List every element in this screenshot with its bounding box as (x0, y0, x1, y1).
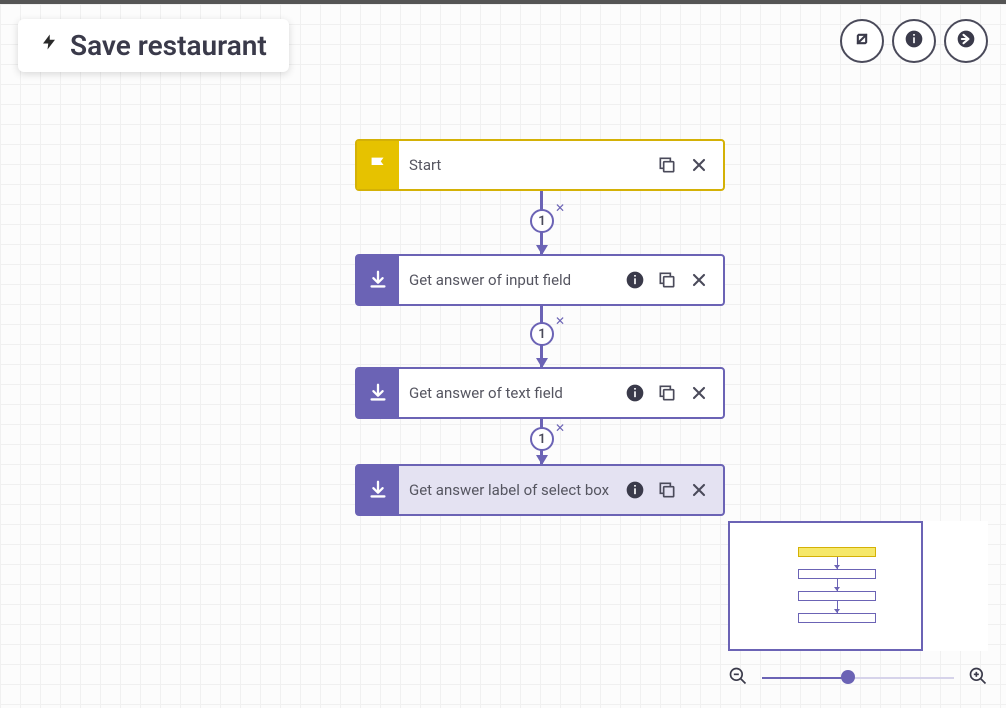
edge-3[interactable]: 1 ✕ (540, 419, 543, 464)
next-button[interactable] (944, 19, 988, 63)
node-label: Get answer label of select box (399, 466, 625, 514)
node-label: Start (399, 141, 657, 189)
minimap-node (798, 569, 876, 579)
minimap-viewport[interactable] (728, 521, 923, 651)
node-delete-button[interactable] (689, 383, 709, 403)
edge-badge[interactable]: 1 (530, 427, 554, 451)
edge-badge[interactable]: 1 (530, 209, 554, 233)
node-duplicate-button[interactable] (657, 383, 677, 403)
edge-delete-button[interactable]: ✕ (555, 314, 565, 328)
node-info-button[interactable] (625, 270, 645, 290)
workflow-canvas[interactable]: Save restaurant 1 ✕ 1 ✕ (0, 4, 1006, 708)
minimap[interactable] (728, 521, 988, 651)
zoom-in-button[interactable] (968, 666, 988, 690)
download-icon (357, 369, 399, 417)
minimap-node (798, 591, 876, 601)
edge-delete-button[interactable]: ✕ (555, 201, 565, 215)
info-icon (904, 29, 924, 53)
edge-1[interactable]: 1 ✕ (540, 191, 543, 254)
minimap-node (798, 547, 876, 557)
edge-badge[interactable]: 1 (530, 322, 554, 346)
node-label: Get answer of input field (399, 256, 625, 304)
edge-2[interactable]: 1 ✕ (540, 306, 543, 367)
slider-thumb[interactable] (841, 670, 855, 684)
node-get-input-field[interactable]: Get answer of input field (355, 254, 725, 306)
top-actions (840, 19, 988, 63)
download-icon (357, 466, 399, 514)
workflow-title: Save restaurant (70, 29, 267, 62)
node-delete-button[interactable] (689, 155, 709, 175)
flag-icon (357, 141, 399, 189)
node-get-text-field[interactable]: Get answer of text field (355, 367, 725, 419)
node-start[interactable]: Start (355, 139, 725, 191)
edge-delete-button[interactable]: ✕ (555, 421, 565, 435)
node-delete-button[interactable] (689, 270, 709, 290)
lightning-icon (40, 29, 58, 62)
node-get-select-label[interactable]: Get answer label of select box (355, 464, 725, 516)
expand-icon (852, 29, 872, 53)
node-delete-button[interactable] (689, 480, 709, 500)
node-duplicate-button[interactable] (657, 155, 677, 175)
arrow-right-icon (956, 29, 976, 53)
node-info-button[interactable] (625, 480, 645, 500)
zoom-controls (728, 666, 988, 690)
node-label: Get answer of text field (399, 369, 625, 417)
node-duplicate-button[interactable] (657, 270, 677, 290)
download-icon (357, 256, 399, 304)
info-button[interactable] (892, 19, 936, 63)
workflow-title-chip[interactable]: Save restaurant (18, 19, 289, 72)
expand-button[interactable] (840, 19, 884, 63)
minimap-node (798, 613, 876, 623)
slider-fill (762, 677, 848, 679)
node-duplicate-button[interactable] (657, 480, 677, 500)
zoom-out-button[interactable] (728, 666, 748, 690)
zoom-slider[interactable] (762, 676, 954, 680)
node-info-button[interactable] (625, 383, 645, 403)
